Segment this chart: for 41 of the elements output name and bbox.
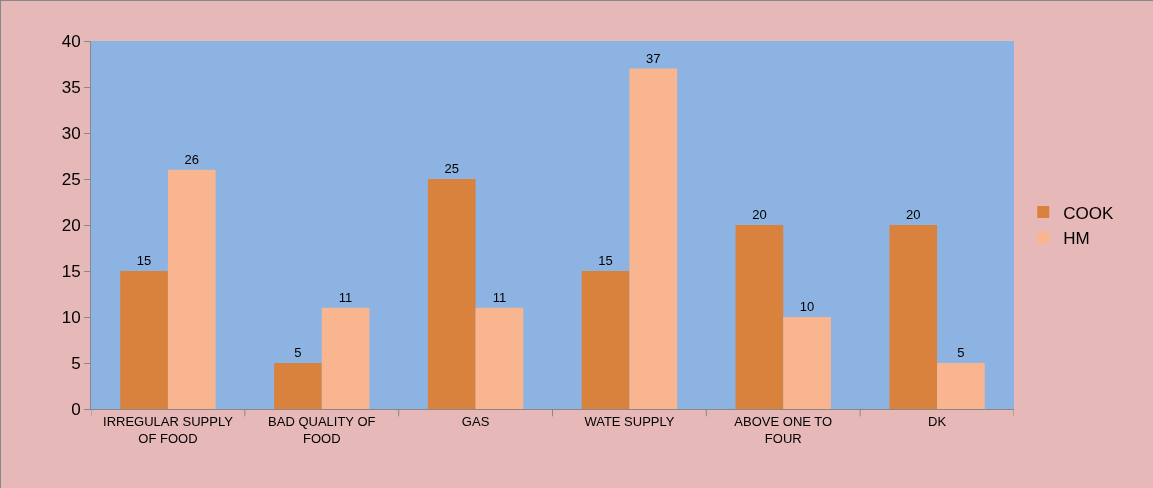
bar [274, 363, 322, 409]
y-tick-label: 30 [61, 123, 81, 143]
data-label: 25 [444, 161, 459, 176]
y-tick-label: 40 [61, 31, 81, 51]
data-label: 15 [598, 253, 613, 268]
y-tick-label: 20 [61, 215, 81, 235]
x-tick-label: BAD QUALITY OF FOOD [268, 413, 376, 446]
data-label: 5 [294, 345, 302, 360]
bar [889, 225, 938, 409]
bar [427, 179, 476, 409]
y-tick-label: 0 [71, 399, 81, 419]
bar [321, 307, 370, 409]
legend-label: HM [1063, 228, 1090, 248]
x-tick-label: IRREGULAR SUPPLY OF FOOD [103, 413, 234, 446]
y-tick-label: 25 [61, 169, 81, 189]
data-label: 15 [136, 253, 152, 268]
bar [581, 271, 630, 409]
data-label: 11 [338, 289, 353, 305]
x-tick-label: DK [928, 413, 947, 429]
y-tick-label: 5 [71, 353, 81, 373]
y-tick-label: 15 [61, 261, 81, 281]
data-label: 20 [752, 207, 767, 222]
data-label: 10 [799, 299, 815, 314]
bar [735, 225, 784, 409]
data-label: 11 [492, 289, 507, 305]
y-tick-label: 10 [61, 307, 81, 327]
bar [475, 307, 524, 409]
bar [120, 271, 168, 409]
x-tick-label: ABOVE ONE TO FOUR [734, 413, 833, 446]
bar [783, 317, 831, 409]
legend-label: COOK [1063, 203, 1114, 223]
bar [629, 68, 678, 409]
data-label: 5 [957, 345, 965, 360]
y-tick-label: 35 [61, 77, 81, 97]
data-label: 20 [906, 207, 921, 222]
bar [167, 169, 216, 409]
bar [937, 363, 985, 409]
data-label: 37 [646, 50, 661, 66]
x-tick-label: GAS [461, 413, 490, 429]
x-tick-label: WATE SUPPLY [584, 413, 675, 429]
data-label: 26 [184, 151, 199, 167]
